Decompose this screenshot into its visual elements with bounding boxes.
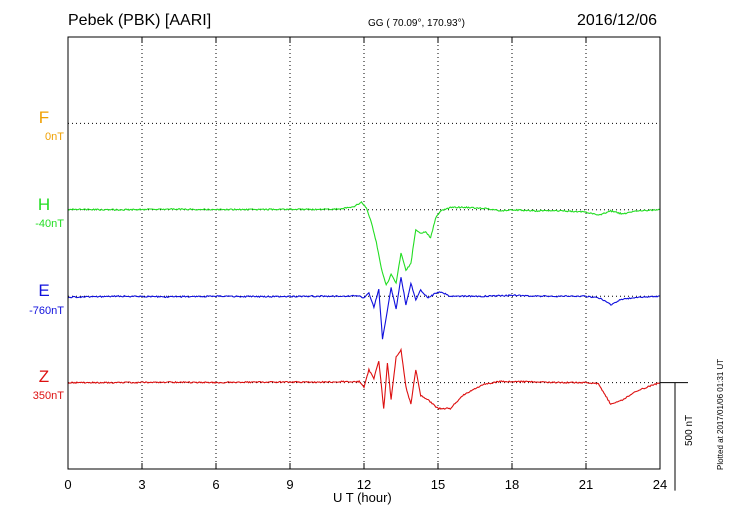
label-z: Z	[38, 367, 50, 386]
series-lines	[67, 201, 661, 411]
x-axis-ticks: 0 3 6 9 12 15 18 21 24	[64, 37, 667, 492]
x-axis-label: U T (hour)	[333, 490, 392, 505]
scale-label: 500 nT	[684, 415, 695, 446]
x-tick-label: 3	[138, 477, 145, 492]
label-e: E	[38, 281, 50, 300]
series-z-line	[67, 347, 661, 411]
station-title: Pebek (PBK) [AARI]	[68, 12, 212, 29]
x-tick-label: 9	[286, 477, 293, 492]
baseline-h: -40nT	[35, 218, 64, 230]
baseline-z: 350nT	[32, 390, 64, 402]
x-tick-label: 12	[357, 477, 371, 492]
x-tick-label: 15	[431, 477, 445, 492]
grid	[68, 37, 660, 469]
label-f: F	[38, 108, 50, 127]
x-tick-label: 6	[212, 477, 219, 492]
x-tick-label: 24	[653, 477, 667, 492]
x-tick-label: 18	[505, 477, 519, 492]
scale-bar: 500 nT	[660, 382, 695, 491]
plot-frame	[67, 36, 661, 470]
date-label: 2016/12/06	[577, 12, 658, 29]
series-e-line	[67, 277, 661, 340]
baseline-f: 0nT	[45, 131, 64, 143]
plotted-note: Plotted at 2017/01/06 01:31 UT	[716, 359, 725, 470]
x-tick-label: 0	[64, 477, 71, 492]
x-tick-label: 21	[579, 477, 593, 492]
series-h-line	[67, 201, 661, 287]
baseline-e: -760nT	[29, 305, 64, 317]
coordinates-label: GG ( 70.09°, 170.93°)	[368, 18, 465, 29]
label-h: H	[37, 195, 51, 214]
